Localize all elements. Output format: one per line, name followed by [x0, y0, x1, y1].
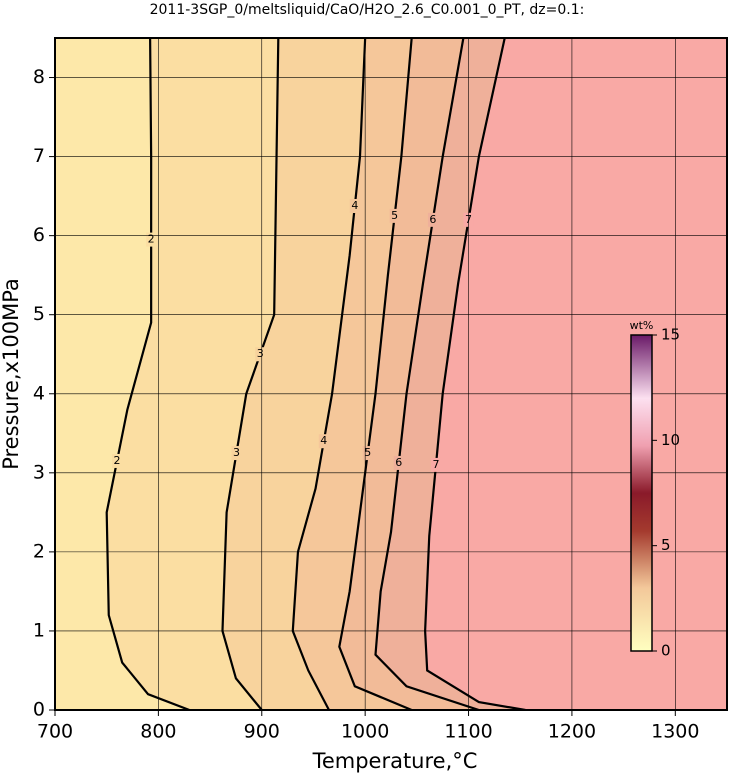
colorbar-label: wt% — [630, 319, 654, 332]
contour-label: 6 — [429, 213, 436, 226]
contour-label-bg — [112, 453, 123, 468]
contour-label-bg — [349, 199, 360, 213]
contour-line — [291, 38, 367, 710]
x-tick-label: 1200 — [548, 721, 596, 743]
contour-line — [374, 38, 480, 710]
colorbar — [630, 334, 653, 652]
contour-label: 4 — [320, 434, 327, 447]
y-tick-label: 4 — [33, 382, 45, 404]
contour-label: 3 — [233, 446, 240, 459]
contour-label-bg — [362, 446, 373, 461]
contour-label: 5 — [364, 446, 371, 459]
y-tick-label: 5 — [33, 303, 45, 325]
contour-line — [338, 38, 413, 710]
contour-label-bg — [430, 457, 441, 472]
contour-label-bg — [231, 446, 242, 461]
contour-label-bg — [255, 347, 266, 362]
colorbar-tick-label: 5 — [661, 536, 671, 554]
y-tick-label: 7 — [33, 145, 45, 167]
x-tick-label: 1000 — [341, 721, 389, 743]
contour-label-bg — [389, 208, 400, 223]
contour-label-bg — [427, 212, 438, 227]
contour-label: 3 — [257, 347, 264, 360]
chart-title: 2011-3SGP_0/meltsliquid/CaO/H2O_2.6_C0.0… — [150, 2, 585, 18]
contour-label: 2 — [148, 233, 155, 246]
x-tick-label: 700 — [37, 721, 73, 743]
y-tick-label: 1 — [33, 619, 45, 641]
contour-line — [105, 38, 190, 710]
colorbar-tick-label: 0 — [661, 642, 671, 660]
contour-label-bg — [318, 434, 329, 449]
y-tick-label: 3 — [33, 461, 45, 483]
y-axis-label: Pressure,x100MPa — [0, 278, 23, 470]
contour-label: 4 — [351, 199, 358, 212]
x-tick-label: 800 — [140, 721, 176, 743]
overlay: 700 800 900 1000 1100 1200 1300 0 1 2 3 4 5 6 7 8 wt% 0 5 1… — [33, 37, 728, 743]
y-tick-label: 6 — [33, 224, 45, 246]
contour-label-bg — [393, 455, 404, 470]
colorbar-tick-label: 15 — [661, 326, 680, 344]
contour-label-bg — [146, 232, 157, 247]
contour-label: 7 — [432, 458, 439, 471]
plot-frame — [54, 37, 728, 711]
contour-label: 2 — [114, 454, 121, 467]
x-tick-label: 900 — [244, 721, 280, 743]
y-tick-label: 0 — [33, 699, 45, 721]
x-tick-label: 1100 — [444, 721, 492, 743]
y-tick-label: 2 — [33, 540, 45, 562]
contour-line — [424, 38, 526, 710]
y-tick-label: 8 — [33, 66, 45, 88]
x-tick-label: 1300 — [651, 721, 699, 743]
contour-label: 5 — [391, 209, 398, 222]
x-axis-label: Temperature,°C — [312, 749, 478, 773]
colorbar-tick-label: 10 — [661, 431, 680, 449]
contour-label: 6 — [395, 456, 402, 469]
